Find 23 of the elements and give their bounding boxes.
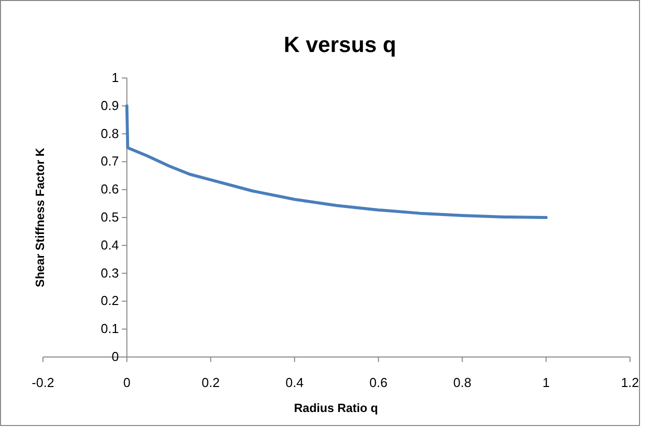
x-tick-label: 1 [542, 375, 550, 390]
y-tick-label: 0.5 [100, 210, 119, 224]
y-tick-label: 0.7 [100, 154, 119, 169]
y-tick-label: 0.3 [100, 265, 119, 280]
line-series [125, 104, 548, 219]
x-tick-label: 1.2 [620, 375, 640, 390]
y-tick-label: 0.4 [100, 237, 119, 252]
x-tick-label: 0 [123, 375, 130, 390]
y-tick-label: 0.6 [100, 182, 119, 197]
y-tick-label: 0.1 [100, 321, 119, 336]
y-tick-label: 0.2 [100, 293, 119, 308]
y-tick-label: 0.8 [100, 126, 119, 141]
y-tick-label: 1 [112, 70, 119, 85]
chart-title: K versus q [284, 32, 396, 57]
y-tick-label: 0 [112, 349, 119, 364]
x-tick-label: 0.2 [202, 375, 220, 390]
y-tick-label: 0.9 [100, 98, 119, 113]
x-tick-label: 0.4 [286, 375, 304, 390]
x-tick-label: -0.2 [32, 375, 54, 390]
x-tick-label: 0.6 [369, 375, 388, 390]
x-tick-label: 0.8 [453, 375, 472, 390]
y-axis-title: Shear Stiffness Factor K [33, 147, 47, 288]
x-axis-title: Radius Ratio q [294, 401, 378, 415]
